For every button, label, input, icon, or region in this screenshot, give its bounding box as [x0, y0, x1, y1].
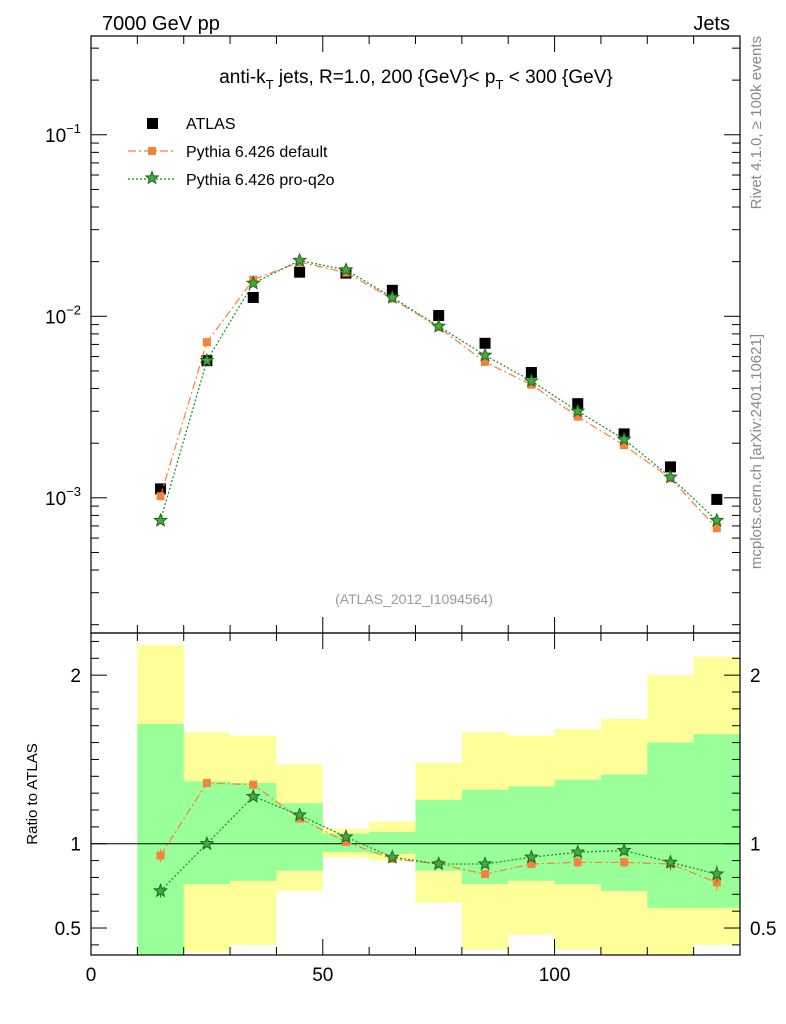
title-mid: jets, R=1.0, 200 {GeV}< p [274, 67, 496, 88]
legend-proq2o-marker [144, 170, 160, 185]
main-ytick-label: 10−2 [45, 302, 81, 328]
main-ytick-label: 10−3 [45, 484, 81, 510]
atlas-point [664, 461, 676, 473]
ratio-ytick-label-right: 0.5 [750, 919, 776, 940]
ratio-default-point [156, 851, 165, 860]
ratio-band-green [647, 742, 694, 908]
default-point [527, 380, 536, 389]
title-sub2: T [495, 77, 503, 92]
atlas-point [525, 367, 537, 379]
ratio-proq2o-point [477, 856, 493, 871]
atlas-point [294, 266, 306, 278]
ratio-proq2o-point [616, 842, 632, 857]
default-point [712, 524, 721, 533]
ratio-ytick-label-left: 1 [70, 835, 81, 856]
proq2o-point [523, 373, 539, 388]
default-point [481, 357, 490, 366]
main-ytick-base: 10 [45, 307, 66, 328]
ratio-proq2o-point [199, 835, 215, 851]
proq2o-point [292, 252, 308, 267]
ratio-default-point [573, 858, 582, 867]
ratio-proq2o-point [338, 829, 354, 844]
ratio-xtick-label: 0 [86, 965, 97, 986]
ratio-proq2o-point [523, 849, 539, 864]
plot-title: anti-kT jets, R=1.0, 200 {GeV}< pT < 300… [219, 67, 613, 92]
ratio-band-green [183, 781, 231, 885]
default-point [156, 492, 165, 501]
legend-atlas-marker [147, 118, 158, 129]
legend-atlas-label: ATLAS [186, 116, 236, 133]
main-panel: 10−110−210−3 anti-kT jets, R=1.0, 200 {G… [45, 35, 741, 634]
ratio-panel: 0.5 0.5 1 1 2 2 0 50 100 Ratio to ATLAS [24, 632, 776, 986]
ratio-proq2o-point [384, 849, 400, 864]
main-ytick-exp: −1 [66, 121, 81, 136]
proq2o-point [662, 469, 678, 484]
legend-proq2o-label: Pythia 6.426 pro-q2o [186, 172, 335, 189]
proq2o-point [431, 318, 447, 333]
ratio-ytick-label-left: 2 [70, 666, 81, 687]
watermark: (ATLAS_2012_I1094564) [335, 591, 493, 607]
ratio-band-green [554, 779, 601, 885]
proq2o-point [245, 275, 261, 290]
title-post: < 300 {GeV} [503, 67, 612, 88]
default-point [202, 338, 211, 347]
main-ytick-label: 10−1 [45, 121, 81, 147]
ratio-proq2o-point [153, 883, 169, 898]
ratio-default-point [527, 859, 536, 868]
main-ytick-exp: −2 [66, 302, 81, 317]
ratio-ytick-label-left: 0.5 [55, 919, 81, 940]
atlas-point [247, 291, 259, 303]
ratio-xtick-label: 100 [539, 965, 571, 986]
ratio-band-green [137, 724, 184, 955]
proq2o-point [709, 512, 725, 527]
proq2o-point [384, 289, 400, 304]
ratio-default-point [620, 858, 629, 867]
ratio-default-point [202, 779, 211, 788]
title-sub1: T [266, 77, 274, 92]
main-ytick-exp: −3 [66, 484, 81, 499]
atlas-point [155, 483, 167, 495]
default-point [573, 412, 582, 421]
legend-default-marker [148, 147, 156, 155]
proq2o-point [616, 431, 632, 446]
ratio-ytick-label-right: 2 [750, 666, 761, 687]
ratio-default-point [481, 870, 490, 879]
proq2o-point [153, 512, 169, 527]
header-left: 7000 GeV pp [102, 13, 220, 35]
proq2o-point [338, 262, 354, 277]
ratio-proq2o-point [245, 788, 261, 803]
ratio-band-green [600, 774, 648, 891]
ratio-ytick-label-right: 1 [750, 835, 761, 856]
ratio-xtick-label: 50 [312, 965, 333, 986]
legend-default-label: Pythia 6.426 default [186, 144, 328, 161]
rivet-label: Rivet 4.1.0, ≥ 100k events [748, 36, 765, 209]
ratio-default-point [249, 780, 258, 789]
ratio-proq2o-point [431, 856, 447, 871]
proq2o-point [199, 352, 215, 367]
ratio-frame [90, 632, 741, 956]
title-pre: anti-k [219, 67, 266, 88]
atlas-point [433, 310, 445, 322]
ratio-ylabel: Ratio to ATLAS [24, 743, 41, 844]
ratio-proq2o-point [709, 866, 725, 881]
main-ytick-base: 10 [45, 489, 66, 510]
main-ytick-base: 10 [45, 126, 66, 147]
proq2o-point [570, 403, 586, 418]
ratio-default-point [341, 838, 350, 847]
ratio-proq2o-point [662, 854, 678, 869]
ratio-band-green [369, 831, 416, 854]
main-series-line-2 [159, 259, 718, 521]
mcplots-label: mcplots.cern.ch [arXiv:2401.10621] [748, 334, 765, 569]
atlas-point [711, 493, 723, 505]
header-right: Jets [693, 13, 730, 35]
ratio-proq2o-point [292, 807, 308, 822]
legend: ATLAS Pythia 6.426 default Pythia 6.426 … [128, 116, 335, 189]
default-point [620, 441, 629, 450]
ratio-band-green [461, 789, 509, 885]
main-series-line-1 [159, 261, 718, 529]
proq2o-point [477, 347, 493, 362]
atlas-point [479, 337, 491, 349]
ratio-proq2o-point [570, 844, 586, 859]
